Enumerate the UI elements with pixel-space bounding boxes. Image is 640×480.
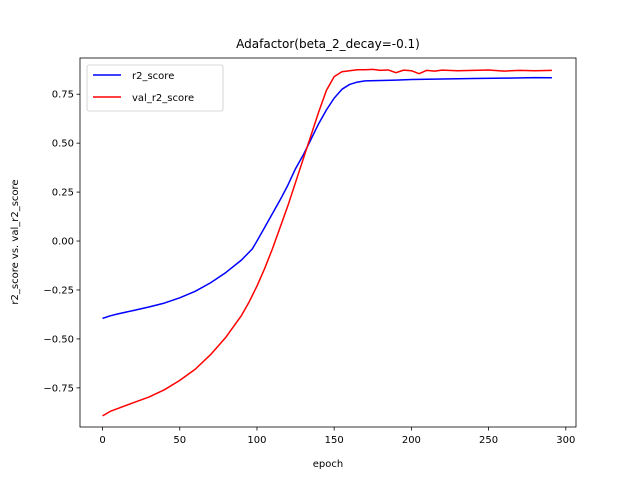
y-tick-label: 0.50 xyxy=(52,139,74,150)
legend-box xyxy=(86,64,224,112)
x-tick-label: 250 xyxy=(479,435,498,446)
plot-area-frame xyxy=(79,57,577,428)
series-layer xyxy=(102,68,552,417)
legend-label-r2-score: r2_score xyxy=(132,71,174,82)
x-tick-label: 150 xyxy=(325,435,344,446)
y-tick-label: 0.75 xyxy=(52,90,74,101)
y-tick-label: 0.00 xyxy=(52,237,74,248)
x-tick-label: 200 xyxy=(402,435,421,446)
x-tick-label: 0 xyxy=(99,435,105,446)
y-axis-ticks: −0.75 −0.50 −0.25 0.00 0.25 0.50 0.75 xyxy=(43,90,80,394)
x-axis-label: epoch xyxy=(313,459,343,470)
legend-label-val-r2-score: val_r2_score xyxy=(132,93,194,104)
x-tick-label: 300 xyxy=(556,435,575,446)
legend: r2_score val_r2_score xyxy=(86,64,224,112)
series-line-val-r2-score xyxy=(102,68,552,417)
chart-title: Adafactor(beta_2_decay=-0.1) xyxy=(236,37,420,51)
x-tick-label: 50 xyxy=(173,435,186,446)
y-tick-label: −0.75 xyxy=(43,383,74,394)
y-tick-label: −0.25 xyxy=(43,285,74,296)
series-line-r2-score xyxy=(102,76,552,320)
x-tick-label: 100 xyxy=(247,435,266,446)
y-axis-label: r2_score vs. val_r2_score xyxy=(10,179,21,304)
y-tick-label: 0.25 xyxy=(52,188,74,199)
x-axis-ticks: 0 50 100 150 200 250 300 xyxy=(99,427,575,446)
y-tick-label: −0.50 xyxy=(43,334,74,345)
